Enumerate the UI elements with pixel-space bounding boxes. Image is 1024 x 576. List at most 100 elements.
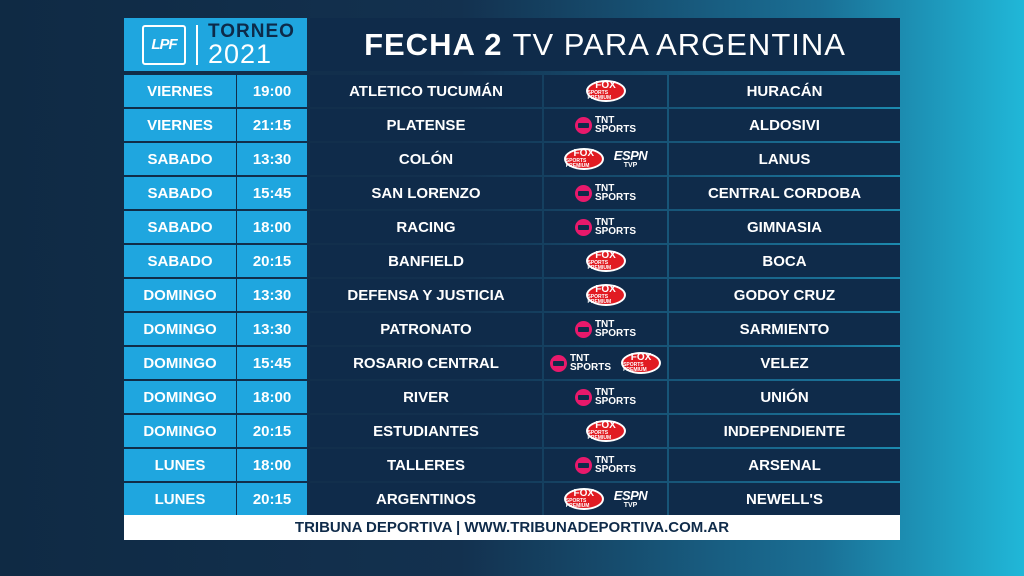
away-team: ARSENAL xyxy=(669,449,900,481)
fixture-board: LPF TORNEO 2021 FECHA 2 TV PARA ARGENTIN… xyxy=(124,18,900,540)
fox-sports-premium-icon: FOX SPORTS PREMIUM xyxy=(585,420,626,442)
match-time: 21:15 xyxy=(237,109,307,141)
away-team: NEWELL'S xyxy=(669,483,900,515)
tnt-line2: SPORTS xyxy=(594,226,637,237)
match-row: SABADO 20:15 BANFIELD FOX SPORTS PREMIUM BOCA xyxy=(124,245,900,277)
match-day: VIERNES xyxy=(124,75,236,107)
match-day: SABADO xyxy=(124,177,236,209)
away-team: VELEZ xyxy=(669,347,900,379)
match-day: DOMINGO xyxy=(124,313,236,345)
home-team: TALLERES xyxy=(310,449,542,481)
espn-tvp-icon: ESPN TVP xyxy=(614,489,648,509)
fox-sub-label: SPORTS PREMIUM xyxy=(565,158,590,169)
broadcasters: FOX SPORTS PREMIUM xyxy=(544,415,667,447)
fox-sub-label: SPORTS PREMIUM xyxy=(587,90,612,101)
tvp-label: TVP xyxy=(623,502,638,509)
broadcasters: FOX SPORTS PREMIUM xyxy=(544,75,667,107)
away-team: UNIÓN xyxy=(669,381,900,413)
fox-sub-label: SPORTS PREMIUM xyxy=(623,362,647,373)
match-day: DOMINGO xyxy=(124,415,236,447)
fox-sub-label: SPORTS PREMIUM xyxy=(587,294,612,305)
home-team: COLÓN xyxy=(310,143,542,175)
home-team: ARGENTINOS xyxy=(310,483,542,515)
home-team: SAN LORENZO xyxy=(310,177,542,209)
match-day: DOMINGO xyxy=(124,381,236,413)
fox-sub-label: SPORTS PREMIUM xyxy=(587,260,612,271)
fox-label: FOX xyxy=(595,420,616,431)
tnt-ball-icon xyxy=(574,456,592,474)
away-team: LANUS xyxy=(669,143,900,175)
logo-torneo: TORNEO xyxy=(208,20,295,42)
match-day: SABADO xyxy=(124,143,236,175)
tnt-label: TNT SPORTS xyxy=(595,319,636,339)
match-row: VIERNES 21:15 PLATENSE TNT SPORTS ALDOSIVI xyxy=(124,109,900,141)
match-row: DOMINGO 18:00 RIVER TNT SPORTS UNIÓN xyxy=(124,381,900,413)
tvp-label: TVP xyxy=(623,162,638,169)
match-time: 18:00 xyxy=(237,211,307,243)
match-row: SABADO 13:30 COLÓN FOX SPORTS PREMIUM ESPN TVP… xyxy=(124,143,900,175)
fox-label: FOX xyxy=(595,250,616,261)
tnt-line2: SPORTS xyxy=(569,362,612,373)
fox-sports-premium-icon: FOX SPORTS PREMIUM xyxy=(585,80,626,102)
tnt-sports-icon: TNT SPORTS xyxy=(574,182,636,203)
match-day: LUNES xyxy=(124,483,236,515)
tnt-line1: TNT xyxy=(594,182,615,194)
title-rest: TV PARA ARGENTINA xyxy=(512,26,846,62)
tnt-ball-icon xyxy=(549,354,567,372)
home-team: RIVER xyxy=(310,381,542,413)
broadcasters: FOX SPORTS PREMIUM xyxy=(544,279,667,311)
match-row: SABADO 15:45 SAN LORENZO TNT SPORTS CENTRAL C… xyxy=(124,177,900,209)
away-team: INDEPENDIENTE xyxy=(669,415,900,447)
tnt-line1: TNT xyxy=(594,114,615,126)
fox-sports-premium-icon: FOX SPORTS PREMIUM xyxy=(563,148,604,170)
broadcasters: TNT SPORTS xyxy=(544,109,667,141)
match-row: DOMINGO 13:30 DEFENSA Y JUSTICIA FOX SPORTS … xyxy=(124,279,900,311)
tnt-sports-icon: TNT SPORTS xyxy=(574,386,636,407)
espn-tvp-icon: ESPN TVP xyxy=(614,149,648,169)
match-row: DOMINGO 20:15 ESTUDIANTES FOX SPORTS PREMIUM… xyxy=(124,415,900,447)
match-row: DOMINGO 15:45 ROSARIO CENTRAL TNT SPORTS FOX S… xyxy=(124,347,900,379)
broadcasters: TNT SPORTS xyxy=(544,449,667,481)
away-team: BOCA xyxy=(669,245,900,277)
home-team: DEFENSA Y JUSTICIA xyxy=(310,279,542,311)
away-team: GODOY CRUZ xyxy=(669,279,900,311)
match-time: 18:00 xyxy=(237,449,307,481)
tnt-sports-icon: TNT SPORTS xyxy=(549,353,612,373)
fox-label: FOX xyxy=(573,488,595,499)
fox-label: FOX xyxy=(595,284,616,295)
home-team: ROSARIO CENTRAL xyxy=(310,347,542,379)
match-row: LUNES 20:15 ARGENTINOS FOX SPORTS PREMIUM ESP… xyxy=(124,483,900,515)
tnt-sports-icon: TNT SPORTS xyxy=(574,114,636,135)
tnt-label: TNT SPORTS xyxy=(569,353,612,373)
match-day: LUNES xyxy=(124,449,236,481)
home-team: ESTUDIANTES xyxy=(310,415,542,447)
away-team: HURACÁN xyxy=(669,75,900,107)
match-time: 19:00 xyxy=(237,75,307,107)
away-team: SARMIENTO xyxy=(669,313,900,345)
match-row: SABADO 18:00 RACING TNT SPORTS GIMNASIA xyxy=(124,211,900,243)
broadcasters: TNT SPORTS xyxy=(544,313,667,345)
tnt-ball-icon xyxy=(574,320,592,338)
match-time: 18:00 xyxy=(237,381,307,413)
tnt-label: TNT SPORTS xyxy=(594,386,636,407)
fox-sub-label: SPORTS PREMIUM xyxy=(587,430,612,441)
fox-sports-premium-icon: FOX SPORTS PREMIUM xyxy=(621,352,662,374)
tnt-line1: TNT xyxy=(594,386,615,398)
tnt-label: TNT SPORTS xyxy=(594,114,636,135)
match-day: SABADO xyxy=(124,245,236,277)
lpf-logo-icon: LPF xyxy=(142,24,186,65)
logo-text: TORNEO 2021 xyxy=(208,22,295,68)
title-fecha: FECHA 2 xyxy=(364,26,503,62)
tnt-ball-icon xyxy=(574,184,592,202)
tnt-ball-icon xyxy=(574,116,592,134)
away-team: CENTRAL CORDOBA xyxy=(669,177,900,209)
broadcasters: TNT SPORTS xyxy=(544,211,667,243)
tnt-sports-icon: TNT SPORTS xyxy=(574,217,637,237)
match-row: DOMINGO 13:30 PATRONATO TNT SPORTS SARMIENTO xyxy=(124,313,900,345)
tournament-logo: LPF TORNEO 2021 xyxy=(124,18,307,71)
match-day: DOMINGO xyxy=(124,347,236,379)
fox-sports-premium-icon: FOX SPORTS PREMIUM xyxy=(563,488,604,510)
match-row: LUNES 18:00 TALLERES TNT SPORTS ARSENAL xyxy=(124,449,900,481)
match-day: VIERNES xyxy=(124,109,236,141)
page-title: FECHA 2 TV PARA ARGENTINA xyxy=(310,18,900,71)
